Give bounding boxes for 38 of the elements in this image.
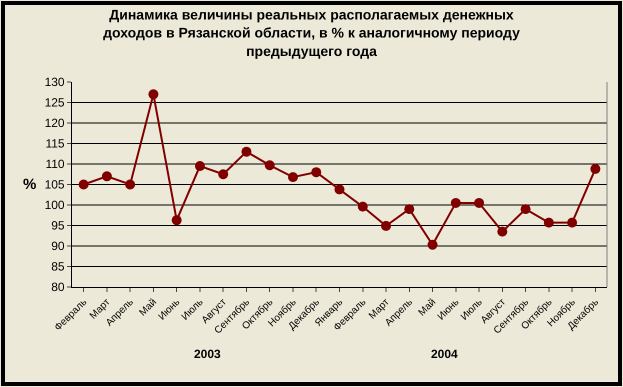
y-tick-label: 95 (51, 218, 65, 233)
y-tick-label: 100 (44, 198, 65, 212)
point (264, 160, 275, 170)
y-tick-label: 85 (51, 260, 65, 274)
point (381, 220, 392, 231)
point (311, 167, 322, 178)
y-tick-label: 125 (44, 96, 65, 110)
y-tick-label: 90 (51, 239, 65, 254)
y-axis-title: % (23, 176, 36, 193)
point (544, 218, 554, 228)
point (218, 169, 228, 180)
point (102, 171, 112, 182)
point (148, 89, 158, 100)
point (474, 198, 484, 208)
point (288, 172, 298, 182)
point (450, 198, 461, 208)
point (241, 146, 252, 157)
y-tick-label: 115 (45, 136, 65, 151)
point (567, 218, 578, 228)
text: 2003 (194, 347, 222, 361)
point (172, 215, 182, 226)
point (590, 164, 600, 174)
point (125, 180, 136, 190)
chart-title: Динамика величины реальных располагаемых денежных доходов в Рязанской области, в % к аналогичному периоду предыдущего года (103, 6, 520, 59)
point (520, 204, 531, 214)
point (497, 226, 508, 237)
y-tick-label: 120 (44, 116, 65, 130)
y-tick-label: 130 (44, 75, 65, 90)
y-tick-label: 80 (51, 280, 65, 294)
point (404, 204, 414, 214)
y-tick-label: 110 (45, 157, 65, 172)
point (194, 161, 205, 172)
text: 2004 (431, 347, 458, 361)
point (334, 184, 344, 194)
point (78, 180, 89, 190)
point (428, 240, 438, 250)
point (358, 202, 368, 212)
y-tick-label: 105 (44, 178, 65, 192)
